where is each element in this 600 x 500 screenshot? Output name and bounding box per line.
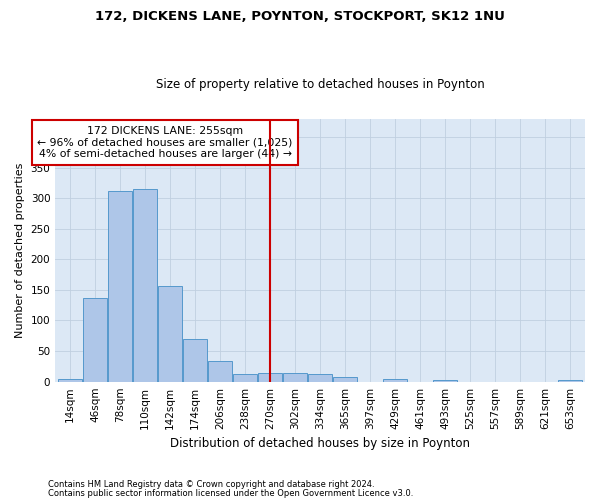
Text: 172 DICKENS LANE: 255sqm
← 96% of detached houses are smaller (1,025)
4% of semi: 172 DICKENS LANE: 255sqm ← 96% of detach… [37,126,293,159]
Text: Contains HM Land Registry data © Crown copyright and database right 2024.: Contains HM Land Registry data © Crown c… [48,480,374,489]
Bar [208,362,232,382]
Bar [283,372,307,382]
Bar [183,339,207,382]
Bar [558,380,582,382]
Title: Size of property relative to detached houses in Poynton: Size of property relative to detached ho… [156,78,484,91]
Y-axis label: Number of detached properties: Number of detached properties [15,162,25,338]
Text: Contains public sector information licensed under the Open Government Licence v3: Contains public sector information licen… [48,488,413,498]
Bar [308,374,332,382]
Bar [108,192,132,382]
Bar [233,374,257,382]
Bar [158,286,182,382]
Bar [333,377,357,382]
Bar [433,380,457,382]
Bar [58,379,82,382]
Bar [258,372,282,382]
Bar [383,379,407,382]
Text: 172, DICKENS LANE, POYNTON, STOCKPORT, SK12 1NU: 172, DICKENS LANE, POYNTON, STOCKPORT, S… [95,10,505,23]
Bar [83,298,107,382]
Bar [133,189,157,382]
X-axis label: Distribution of detached houses by size in Poynton: Distribution of detached houses by size … [170,437,470,450]
